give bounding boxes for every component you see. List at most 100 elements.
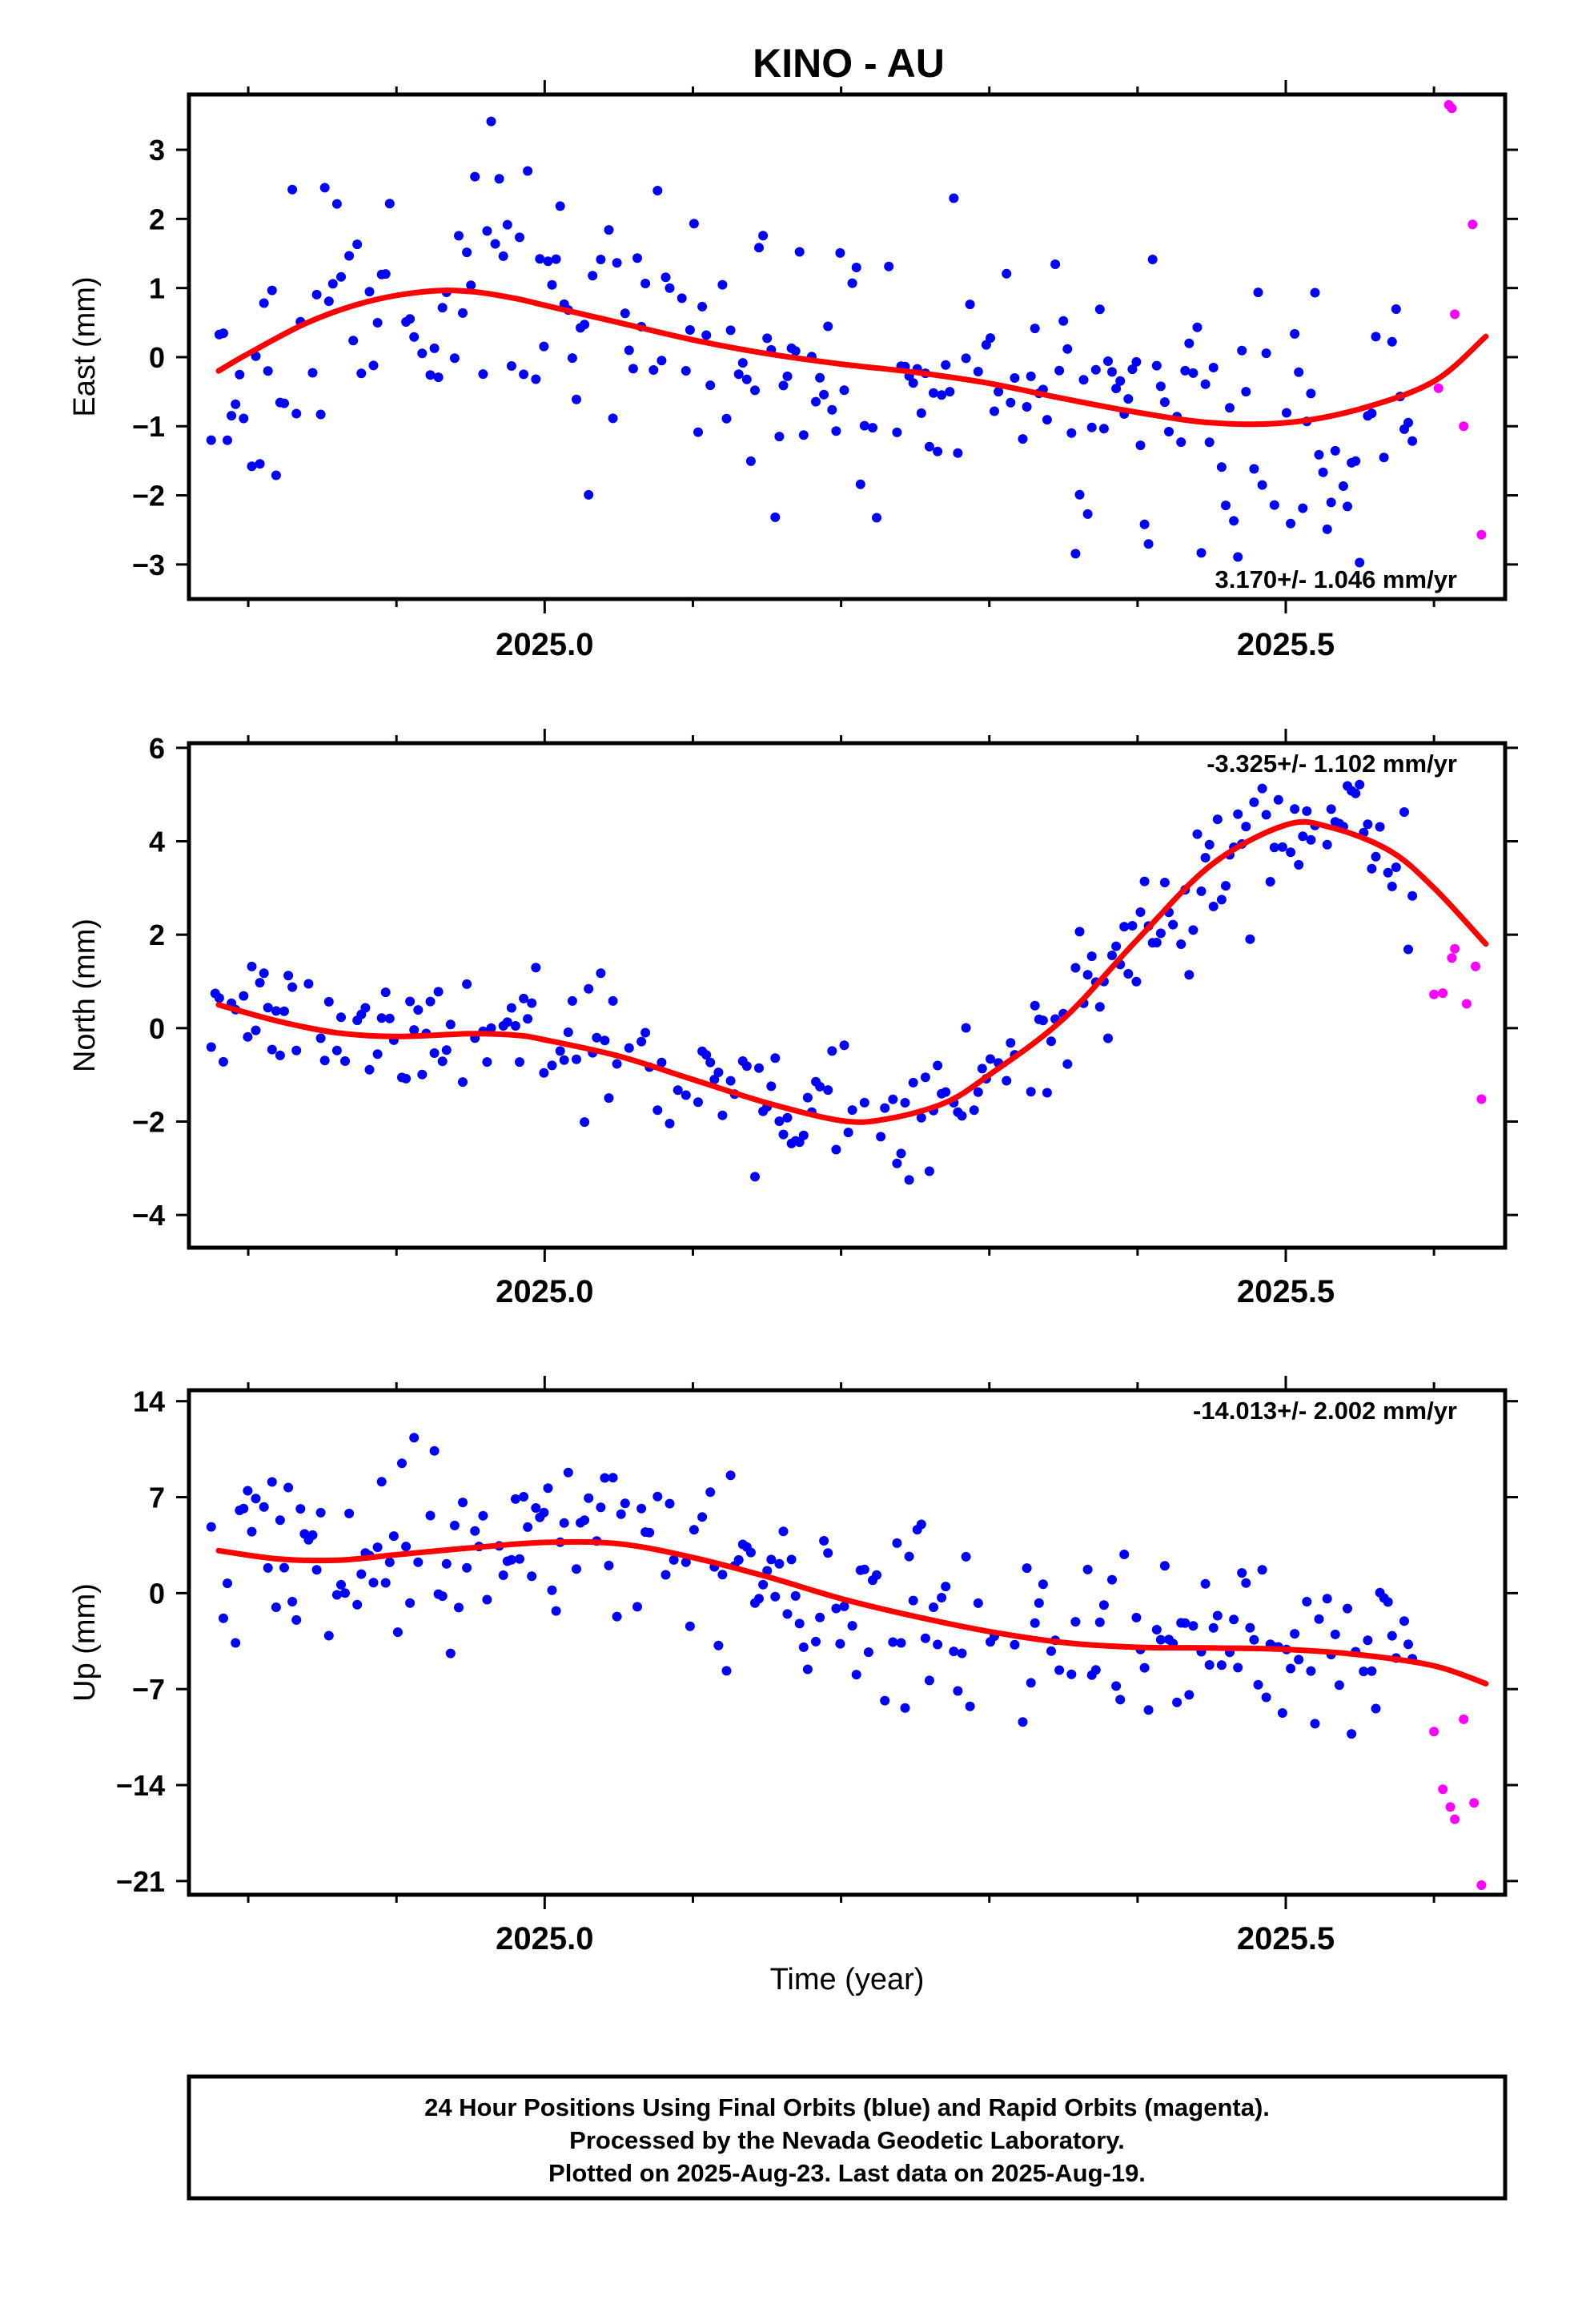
final-point — [1002, 268, 1012, 279]
final-point — [855, 479, 865, 489]
y-tick-label: 0 — [149, 1577, 165, 1610]
final-point — [859, 420, 869, 431]
final-point — [782, 1112, 793, 1123]
final-point — [1338, 481, 1348, 491]
final-point — [924, 1166, 934, 1176]
final-point — [206, 1522, 216, 1532]
final-point — [1131, 356, 1142, 367]
final-point — [1269, 842, 1279, 853]
final-point — [1294, 1655, 1304, 1665]
final-point — [352, 239, 363, 250]
final-point — [969, 1105, 979, 1116]
final-point — [388, 1531, 399, 1542]
final-point — [1363, 819, 1373, 830]
final-point — [1241, 1578, 1251, 1588]
final-point — [1269, 500, 1279, 510]
final-point — [741, 374, 752, 384]
final-point — [368, 360, 379, 371]
final-point — [239, 1503, 249, 1514]
final-point — [1103, 356, 1113, 366]
final-point — [580, 1515, 590, 1526]
final-point — [802, 1664, 813, 1675]
final-point — [547, 279, 557, 290]
final-point — [1286, 518, 1296, 529]
final-point — [977, 1063, 987, 1074]
final-point — [482, 226, 492, 236]
final-point — [608, 995, 618, 1006]
final-point — [401, 1073, 412, 1084]
final-point — [567, 353, 577, 364]
final-point — [794, 1618, 805, 1629]
final-point — [656, 1057, 667, 1068]
final-point — [924, 1675, 934, 1686]
final-point — [596, 968, 606, 979]
final-point — [1237, 1568, 1247, 1578]
final-point — [287, 1597, 298, 1606]
final-point — [941, 1087, 951, 1097]
final-point — [1403, 417, 1413, 428]
final-point — [1399, 1616, 1409, 1626]
x-tick-label: 2025.5 — [1237, 627, 1335, 662]
final-point — [1371, 851, 1381, 862]
final-point — [1343, 1603, 1352, 1614]
final-point — [1347, 1729, 1357, 1739]
final-point — [287, 184, 298, 195]
final-point — [1026, 371, 1036, 381]
final-point — [636, 1036, 647, 1047]
final-point — [665, 283, 675, 293]
final-point — [1351, 456, 1361, 466]
final-point — [283, 971, 294, 981]
final-point — [409, 1025, 420, 1035]
final-point — [1257, 1565, 1267, 1575]
final-point — [1018, 434, 1028, 444]
final-point — [535, 254, 545, 264]
final-point — [859, 1564, 869, 1574]
up-panel: −21 −14 −7 0 7 14 2025.0 2025.5 Up (mm) -14.013+/… — [68, 1376, 1518, 1956]
final-point — [372, 318, 383, 328]
final-point — [372, 1049, 383, 1059]
final-point — [1066, 428, 1077, 438]
final-point — [331, 1045, 342, 1055]
final-point — [990, 406, 999, 416]
final-point — [819, 1536, 829, 1546]
final-point — [1090, 1665, 1101, 1675]
final-point — [1135, 907, 1146, 917]
final-point — [920, 1072, 930, 1083]
final-point — [1314, 1614, 1324, 1624]
final-point — [291, 408, 302, 419]
final-point — [957, 1648, 967, 1659]
final-point — [1094, 1617, 1105, 1627]
final-point — [1407, 891, 1418, 901]
east-panel: −3 −2 −1 0 1 2 3 2025.0 2025.5 East (mm) 3.170+/- … — [68, 80, 1518, 662]
final-point — [543, 256, 553, 267]
final-point — [409, 332, 420, 342]
final-point — [1030, 1000, 1040, 1011]
final-point — [1322, 524, 1332, 534]
final-point — [1151, 360, 1162, 371]
final-point — [247, 1526, 257, 1537]
y-axis-label: Up (mm) — [68, 1583, 102, 1702]
final-point — [1310, 287, 1320, 298]
final-point — [336, 1579, 346, 1590]
final-point — [1200, 1578, 1211, 1589]
final-point — [705, 1487, 716, 1498]
final-point — [1143, 539, 1154, 549]
final-point — [572, 1054, 581, 1064]
final-point — [559, 1518, 569, 1528]
rapid-point — [1438, 988, 1448, 999]
final-point — [1241, 387, 1251, 397]
final-point — [239, 413, 249, 424]
final-point — [515, 232, 524, 243]
final-point — [819, 389, 829, 400]
final-point — [1018, 1717, 1028, 1727]
final-point — [531, 1503, 541, 1513]
final-point — [774, 1116, 785, 1127]
final-point — [1351, 788, 1361, 798]
final-point — [1103, 1033, 1113, 1043]
final-point — [458, 1498, 468, 1508]
final-point — [693, 1097, 703, 1108]
final-point — [1403, 1639, 1413, 1650]
y-tick-label: −4 — [132, 1199, 165, 1232]
final-point — [1407, 436, 1418, 446]
final-point — [433, 372, 444, 383]
